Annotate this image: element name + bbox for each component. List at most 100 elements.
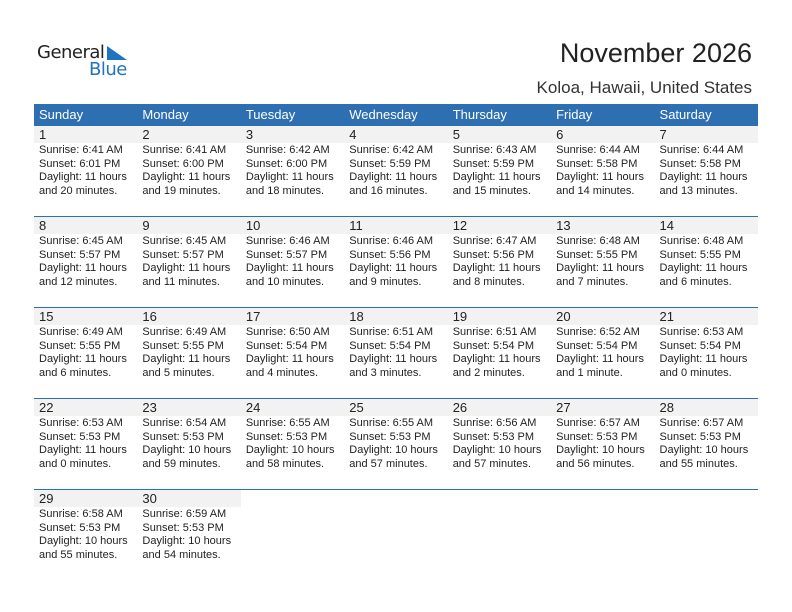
day-number: 6 <box>551 126 655 143</box>
daylight2-text: and 2 minutes. <box>452 366 525 379</box>
sunrise-text: Sunrise: 6:47 AM <box>452 235 537 247</box>
daylight2-text: and 6 minutes. <box>659 275 732 288</box>
daylight1-text: Daylight: 10 hours <box>452 444 542 456</box>
sunrise-text: Sunrise: 6:58 AM <box>39 508 123 520</box>
day-cell: 1 Sunrise: 6:41 AM Sunset: 6:01 PM Daylight… <box>34 126 138 216</box>
empty-cell <box>551 490 654 580</box>
day-number: 19 <box>447 308 552 325</box>
day-number: 11 <box>344 217 448 234</box>
daylight2-text: and 13 minutes. <box>659 184 738 197</box>
daylight2-text: and 11 minutes. <box>142 275 220 288</box>
sunrise-text: Sunrise: 6:45 AM <box>39 235 123 247</box>
day-cell: 20 Sunrise: 6:52 AM Sunset: 5:54 PM Dayligh… <box>551 308 655 398</box>
day-info: Sunrise: 6:46 AM Sunset: 5:56 PM Daylight:… <box>344 234 447 289</box>
day-number: 7 <box>654 126 758 143</box>
weekday-tuesday: Tuesday <box>245 107 296 122</box>
daylight2-text: and 55 minutes. <box>659 457 738 470</box>
sunset-text: Sunset: 6:01 PM <box>39 157 121 170</box>
week-row: 15 Sunrise: 6:49 AM Sunset: 5:55 PM Dayligh… <box>34 307 758 398</box>
sunrise-text: Sunrise: 6:57 AM <box>556 417 640 429</box>
day-info: Sunrise: 6:58 AM Sunset: 5:53 PM Daylight:… <box>34 507 137 562</box>
day-cell: 13 Sunrise: 6:48 AM Sunset: 5:55 PM Dayligh… <box>551 217 655 307</box>
sunset-text: Sunset: 5:55 PM <box>142 339 224 352</box>
daylight1-text: Daylight: 11 hours <box>452 353 541 365</box>
weekday-wednesday: Wednesday <box>349 107 418 122</box>
sunset-text: Sunset: 5:53 PM <box>452 430 535 443</box>
day-cell: 25 Sunrise: 6:55 AM Sunset: 5:53 PM Dayligh… <box>344 399 448 489</box>
day-info: Sunrise: 6:53 AM Sunset: 5:54 PM Daylight:… <box>655 325 758 380</box>
daylight1-text: Daylight: 11 hours <box>142 262 231 274</box>
calendar-grid: Sunday Monday Tuesday Wednesday Thursday Frid… <box>34 104 758 580</box>
daylight1-text: Daylight: 11 hours <box>659 262 748 274</box>
daylight2-text: and 57 minutes. <box>349 457 428 470</box>
sunset-text: Sunset: 5:53 PM <box>245 430 328 443</box>
weekday-sunday: Sunday <box>39 107 84 122</box>
day-cell: 6 Sunrise: 6:44 AM Sunset: 5:58 PM Daylight… <box>551 126 655 216</box>
daylight1-text: Daylight: 11 hours <box>39 171 127 183</box>
sunset-text: Sunset: 5:53 PM <box>556 430 638 443</box>
sunset-text: Sunset: 5:59 PM <box>349 157 431 170</box>
day-number: 16 <box>137 308 241 325</box>
sunrise-text: Sunrise: 6:57 AM <box>659 417 744 429</box>
page-title: November 2026 <box>559 38 752 68</box>
sunrise-text: Sunrise: 6:48 AM <box>556 235 640 247</box>
empty-cell <box>655 490 758 580</box>
daylight1-text: Daylight: 11 hours <box>556 171 644 183</box>
day-number: 22 <box>34 399 138 416</box>
day-number: 13 <box>551 217 655 234</box>
sunrise-text: Sunrise: 6:55 AM <box>349 417 434 429</box>
logo-text-general: General <box>37 42 105 63</box>
daylight1-text: Daylight: 11 hours <box>39 353 127 365</box>
daylight2-text: and 0 minutes. <box>659 366 732 379</box>
daylight2-text: and 58 minutes. <box>245 457 325 470</box>
day-info: Sunrise: 6:57 AM Sunset: 5:53 PM Daylight:… <box>551 416 654 471</box>
daylight2-text: and 6 minutes. <box>39 366 112 379</box>
day-info: Sunrise: 6:56 AM Sunset: 5:53 PM Daylight:… <box>448 416 551 471</box>
day-info: Sunrise: 6:42 AM Sunset: 5:59 PM Daylight:… <box>344 143 447 198</box>
day-info: Sunrise: 6:52 AM Sunset: 5:54 PM Daylight:… <box>551 325 654 380</box>
day-number: 20 <box>551 308 655 325</box>
daylight2-text: and 1 minute. <box>556 366 623 379</box>
sunrise-text: Sunrise: 6:45 AM <box>142 235 227 247</box>
daylight2-text: and 10 minutes. <box>245 275 325 288</box>
day-cell: 27 Sunrise: 6:57 AM Sunset: 5:53 PM Dayligh… <box>551 399 655 489</box>
daylight1-text: Daylight: 11 hours <box>39 444 127 456</box>
sunset-text: Sunset: 5:58 PM <box>659 157 741 170</box>
daylight1-text: Daylight: 11 hours <box>39 262 127 274</box>
day-number: 15 <box>34 308 138 325</box>
sunset-text: Sunset: 5:56 PM <box>349 248 431 261</box>
sunset-text: Sunset: 5:53 PM <box>142 521 224 534</box>
day-number: 12 <box>447 217 552 234</box>
daylight1-text: Daylight: 10 hours <box>142 444 232 456</box>
day-info: Sunrise: 6:47 AM Sunset: 5:56 PM Daylight:… <box>448 234 551 289</box>
daylight1-text: Daylight: 11 hours <box>245 171 334 183</box>
day-info: Sunrise: 6:46 AM Sunset: 5:57 PM Daylight:… <box>241 234 344 289</box>
sunrise-text: Sunrise: 6:42 AM <box>349 144 434 156</box>
day-number: 18 <box>344 308 448 325</box>
sunrise-text: Sunrise: 6:59 AM <box>142 508 227 520</box>
sunrise-text: Sunrise: 6:46 AM <box>245 235 330 247</box>
daylight1-text: Daylight: 10 hours <box>556 444 645 456</box>
sunset-text: Sunset: 5:55 PM <box>39 339 121 352</box>
sunrise-text: Sunrise: 6:56 AM <box>452 417 537 429</box>
daylight2-text: and 5 minutes. <box>142 366 215 379</box>
daylight1-text: Daylight: 11 hours <box>245 262 334 274</box>
sunrise-text: Sunrise: 6:46 AM <box>349 235 434 247</box>
daylight2-text: and 9 minutes. <box>349 275 422 288</box>
day-info: Sunrise: 6:48 AM Sunset: 5:55 PM Daylight:… <box>655 234 758 289</box>
day-info: Sunrise: 6:43 AM Sunset: 5:59 PM Daylight:… <box>448 143 551 198</box>
daylight2-text: and 57 minutes. <box>452 457 531 470</box>
day-cell: 12 Sunrise: 6:47 AM Sunset: 5:56 PM Dayligh… <box>447 217 552 307</box>
day-number: 21 <box>654 308 758 325</box>
daylight1-text: Daylight: 10 hours <box>142 535 232 547</box>
day-info: Sunrise: 6:45 AM Sunset: 5:57 PM Daylight:… <box>34 234 137 289</box>
daylight2-text: and 18 minutes. <box>245 184 325 197</box>
daylight1-text: Daylight: 11 hours <box>349 171 438 183</box>
day-cell: 11 Sunrise: 6:46 AM Sunset: 5:56 PM Dayligh… <box>344 217 448 307</box>
sunset-text: Sunset: 5:56 PM <box>452 248 535 261</box>
daylight2-text: and 20 minutes. <box>39 184 118 197</box>
logo-text-blue: Blue <box>89 59 127 80</box>
day-cell: 14 Sunrise: 6:48 AM Sunset: 5:55 PM Dayligh… <box>654 217 758 307</box>
day-info: Sunrise: 6:57 AM Sunset: 5:53 PM Daylight:… <box>655 416 758 471</box>
day-cell: 3 Sunrise: 6:42 AM Sunset: 6:00 PM Daylight… <box>240 126 345 216</box>
